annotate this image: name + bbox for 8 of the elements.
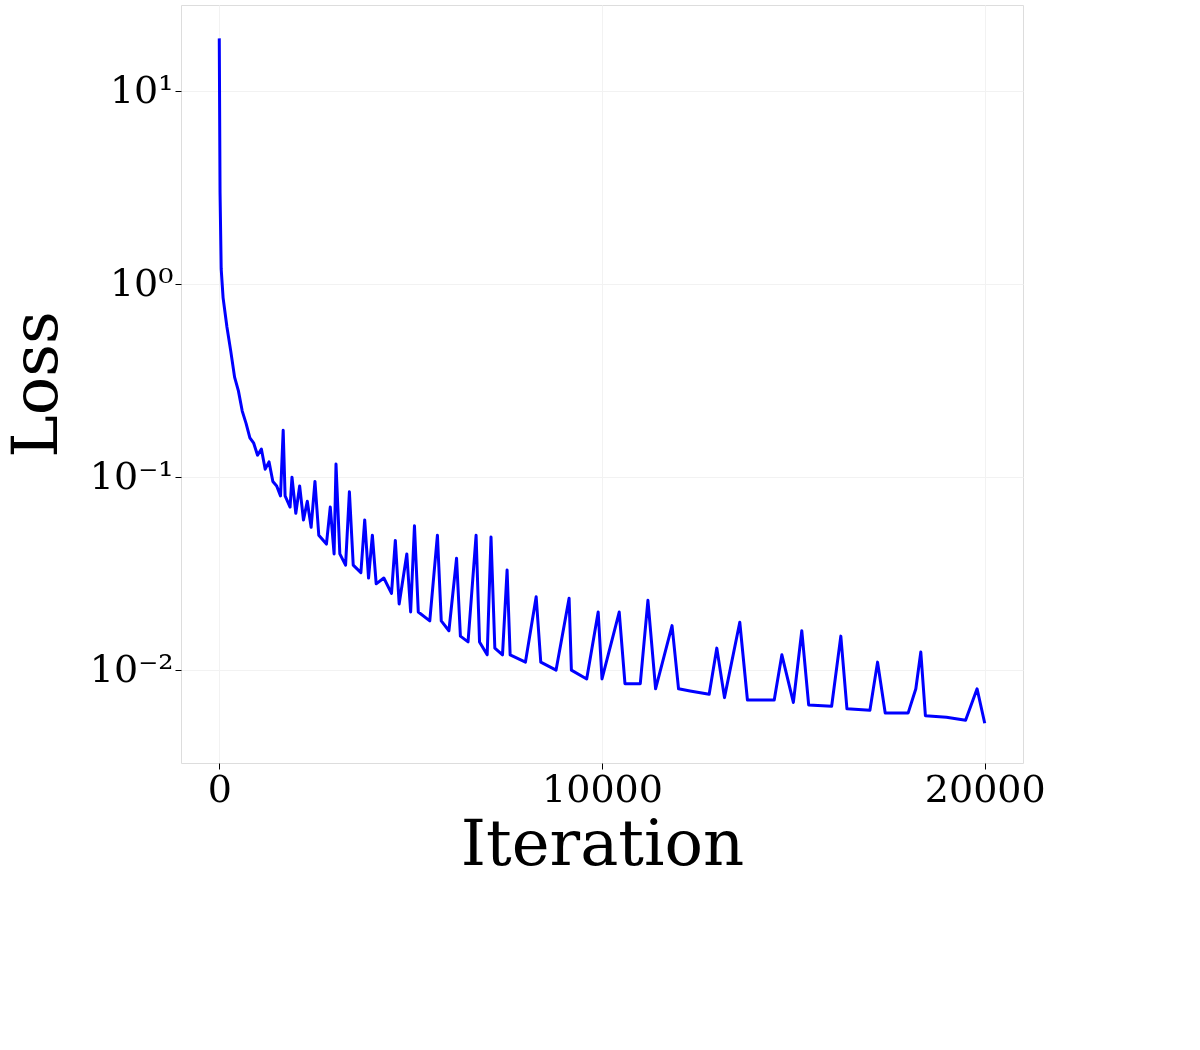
line-series	[217, 36, 987, 725]
x-tick-label: 0	[207, 766, 232, 811]
x-tick-label: 20000	[924, 766, 1046, 811]
y-tick-label: 10⁰	[109, 260, 174, 305]
y-tick-label: 10⁻²	[89, 646, 174, 691]
y-tick-label: 10¹	[109, 67, 174, 112]
y-tick-label: 10⁻¹	[89, 453, 174, 498]
y-axis-title: Loss	[0, 311, 72, 458]
